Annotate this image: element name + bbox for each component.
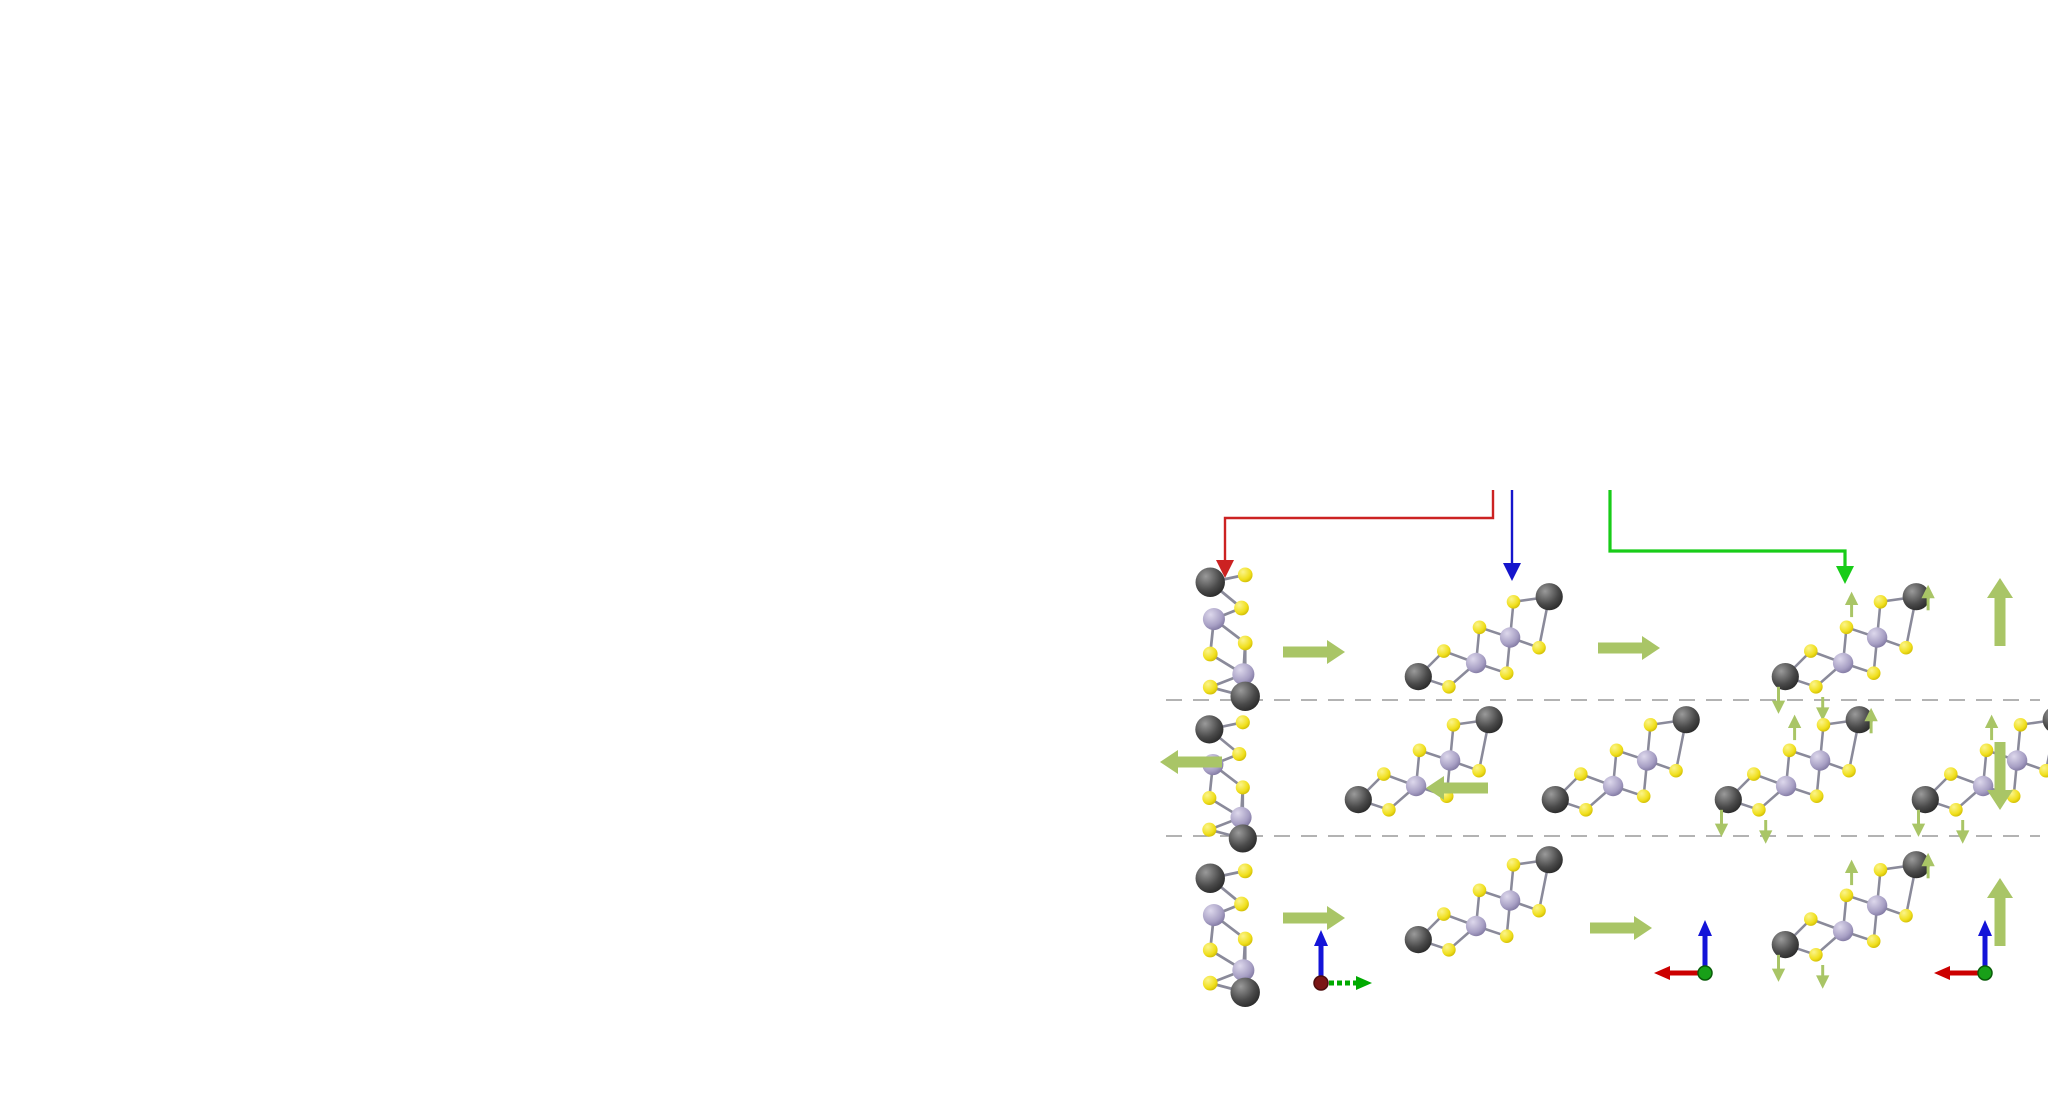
structure-breathing bbox=[1715, 578, 2048, 985]
panel-d-phonon-dispersion-dos-chart bbox=[615, 538, 1175, 1104]
axis-triad-ac-2 bbox=[1934, 920, 1993, 981]
axis-triad-bc bbox=[1313, 930, 1372, 991]
panel-c-material-comparison-chart bbox=[0, 542, 665, 1102]
panel-b-anisotropy-ratio-chart bbox=[588, 5, 1168, 575]
structure-shear-a bbox=[1343, 581, 1702, 958]
panel-a-thermal-conductivity-chart bbox=[0, 15, 620, 485]
axis-triad-ac-1 bbox=[1654, 920, 1713, 981]
mode-connector-arrows bbox=[1216, 490, 1854, 584]
phonon-mode-structures bbox=[1160, 490, 2048, 1009]
